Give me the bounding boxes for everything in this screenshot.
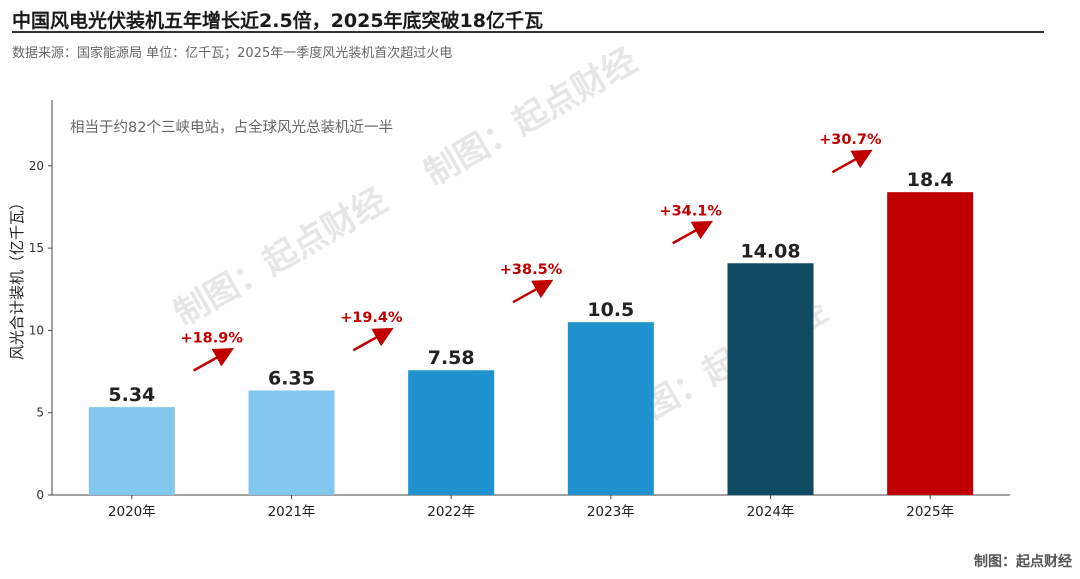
growth-arrow [512,279,554,304]
growth-label: +19.4% [340,310,403,326]
bar-value-label: 10.5 [587,299,634,321]
y-tick-label: 0 [36,488,44,502]
growth-label: +38.5% [500,262,563,278]
bar [727,263,814,495]
bar-value-label: 18.4 [907,169,954,191]
bar [887,192,974,495]
bar-value-label: 14.08 [740,240,800,262]
x-tick-label: 2024年 [747,504,795,520]
bar-value-label: 7.58 [428,347,475,369]
bar [408,370,495,495]
bar [88,407,175,495]
x-tick-label: 2021年 [268,504,316,520]
x-tick-label: 2023年 [587,504,635,520]
x-tick-label: 2022年 [427,504,475,520]
growth-arrow [672,220,714,245]
bar-value-label: 6.35 [268,367,315,389]
growth-arrow [352,327,394,352]
growth-arrow [193,348,235,372]
growth-label: +18.9% [180,330,243,346]
y-tick-label: 5 [36,406,44,420]
title-divider [12,31,1044,33]
y-axis-title: 风光合计装机（亿千瓦） [8,195,26,360]
x-tick-label: 2025年 [906,504,954,520]
bar [248,390,335,495]
chart-subtitle: 数据来源：国家能源局 单位：亿千瓦；2025年一季度风光装机首次超过火电 [12,46,453,61]
growth-label: +30.7% [819,132,882,148]
y-tick-label: 15 [29,241,44,255]
x-tick-label: 2020年 [108,504,156,520]
y-tick-label: 20 [29,159,44,173]
growth-arrow [831,149,873,174]
chart-title: 中国风电光伏装机五年增长近2.5倍，2025年底突破18亿千瓦 [12,10,543,32]
chart-annotation: 相当于约82个三峡电站，占全球风光总装机近一半 [70,118,393,136]
bar-value-label: 5.34 [108,384,155,406]
chart-credit: 制图：起点财经 [974,554,1072,570]
y-tick-label: 10 [29,323,44,337]
growth-label: +34.1% [659,203,722,219]
bar [567,322,654,495]
